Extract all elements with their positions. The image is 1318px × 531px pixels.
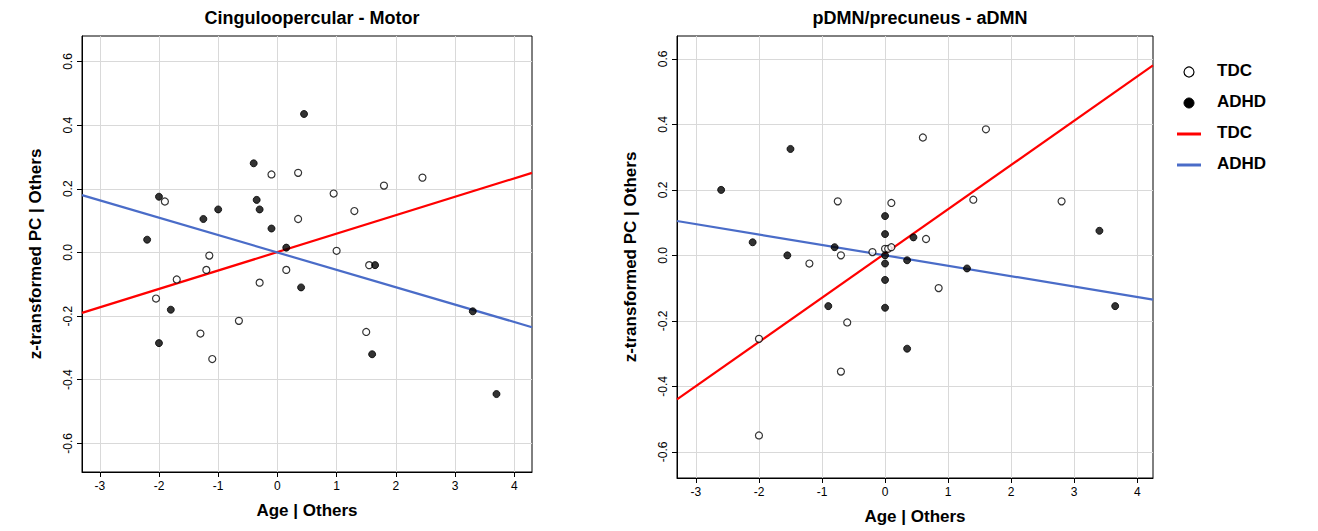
svg-text:0: 0: [882, 485, 889, 499]
svg-text:2: 2: [1008, 485, 1015, 499]
svg-text:pDMN/precuneus - aDMN: pDMN/precuneus - aDMN: [812, 8, 1027, 28]
svg-text:0.0: 0.0: [61, 244, 75, 261]
svg-text:-3: -3: [691, 485, 702, 499]
svg-text:4: 4: [1134, 485, 1141, 499]
svg-text:Cinguloopercular - Motor: Cinguloopercular - Motor: [205, 8, 420, 28]
svg-text:0.6: 0.6: [656, 50, 670, 67]
svg-text:z-transformed PC | Others: z-transformed PC | Others: [621, 152, 640, 363]
svg-text:1: 1: [333, 479, 340, 493]
svg-text:-0.2: -0.2: [656, 310, 670, 331]
svg-text:0.4: 0.4: [61, 116, 75, 133]
svg-text:3: 3: [452, 479, 459, 493]
svg-text:TDC: TDC: [1217, 123, 1252, 142]
svg-text:-0.6: -0.6: [61, 433, 75, 454]
svg-text:ADHD: ADHD: [1217, 154, 1266, 173]
svg-text:-0.2: -0.2: [61, 305, 75, 326]
svg-text:TDC: TDC: [1217, 61, 1252, 80]
svg-text:Age | Others: Age | Others: [256, 501, 357, 520]
svg-text:0.0: 0.0: [656, 247, 670, 264]
svg-text:2: 2: [392, 479, 399, 493]
svg-text:0.6: 0.6: [61, 53, 75, 70]
svg-text:-0.4: -0.4: [656, 376, 670, 397]
svg-text:z-transformed PC | Others: z-transformed PC | Others: [26, 149, 45, 360]
svg-text:0.4: 0.4: [656, 116, 670, 133]
svg-text:-2: -2: [154, 479, 165, 493]
svg-text:Age | Others: Age | Others: [864, 507, 965, 526]
svg-text:0.2: 0.2: [656, 181, 670, 198]
svg-text:0: 0: [274, 479, 281, 493]
svg-text:-0.4: -0.4: [61, 369, 75, 390]
svg-text:-3: -3: [94, 479, 105, 493]
svg-text:3: 3: [1071, 485, 1078, 499]
svg-text:ADHD: ADHD: [1217, 92, 1266, 111]
svg-text:0.2: 0.2: [61, 180, 75, 197]
svg-text:1: 1: [945, 485, 952, 499]
svg-text:-2: -2: [754, 485, 765, 499]
svg-text:-0.6: -0.6: [656, 441, 670, 462]
svg-text:-1: -1: [817, 485, 828, 499]
svg-text:4: 4: [511, 479, 518, 493]
svg-text:-1: -1: [213, 479, 224, 493]
